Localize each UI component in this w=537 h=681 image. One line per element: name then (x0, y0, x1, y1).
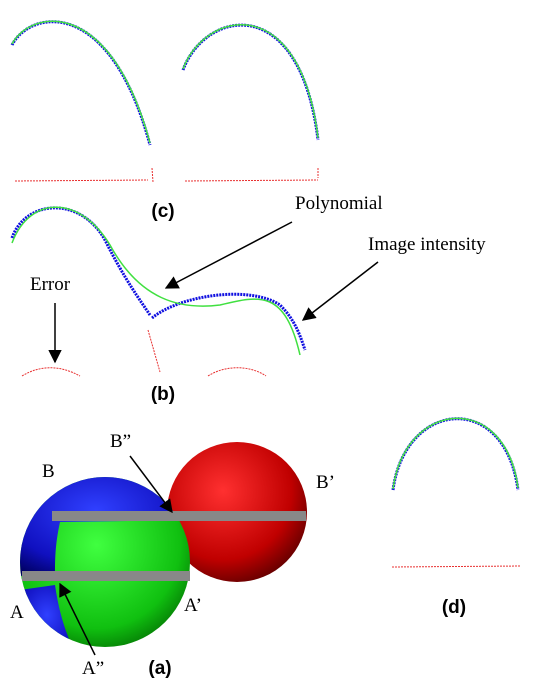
annotation: Error (30, 274, 71, 295)
panel-d: (d) (392, 418, 520, 618)
figure: (c) (b) Polynomial Image intensity Error… (0, 0, 537, 681)
label: B” (110, 431, 131, 452)
scanline (22, 571, 190, 581)
panel-label: (d) (442, 597, 466, 618)
label: B’ (316, 472, 335, 493)
panel-label: (c) (151, 201, 174, 222)
panel-b: (b) Polynomial Image intensity Error (12, 193, 486, 405)
annotation: Polynomial (295, 193, 383, 214)
label: A (10, 602, 24, 623)
label: A’ (184, 595, 202, 616)
arrow (303, 262, 378, 320)
scanline (52, 511, 306, 521)
panel-label: (b) (151, 384, 175, 405)
annotation: Image intensity (368, 234, 486, 255)
label: A” (82, 658, 104, 679)
label: B (42, 461, 55, 482)
panel-label: (a) (148, 658, 171, 679)
arrow (166, 222, 292, 288)
panel-c: (c) (12, 21, 318, 222)
panel-a: B B” B’ A A’ A” (a) (10, 431, 335, 679)
